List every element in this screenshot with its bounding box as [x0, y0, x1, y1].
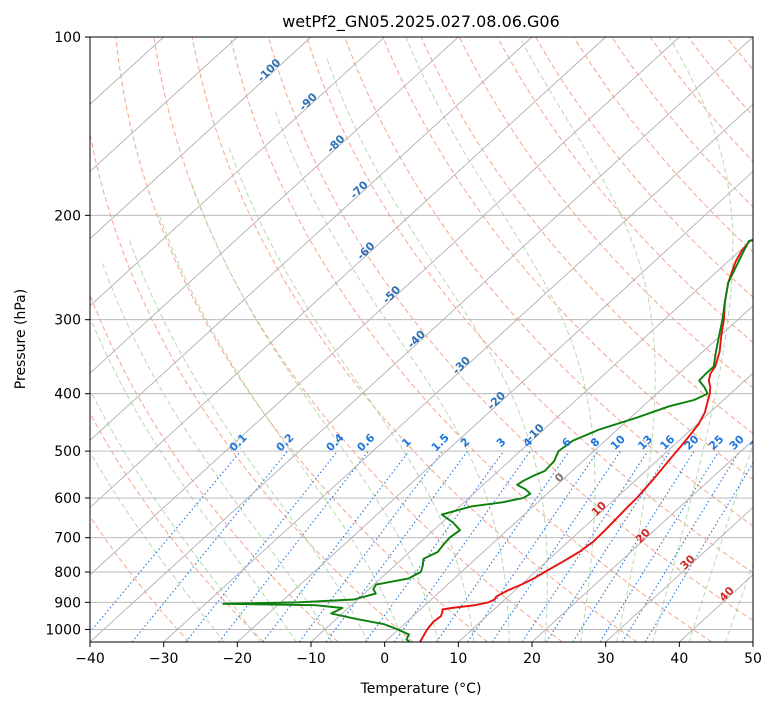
- dry-adiabat-line: [535, 37, 753, 298]
- mixing-ratio-line: [599, 450, 720, 642]
- isotherm-line: [237, 170, 753, 642]
- dry-adiabat-line: [268, 37, 753, 622]
- isotherm-line: [90, 37, 533, 441]
- plot-area: -100-90-80-70-60-50-40-30-20-100.1 0.2 0.4…: [90, 37, 768, 642]
- chart-title: wetPf2_GN05.2025.027.08.06.G06: [282, 12, 560, 32]
- y-tick-label: 800: [54, 565, 81, 581]
- mixing-ratio-line: [262, 450, 410, 642]
- x-tick-label: −10: [296, 651, 326, 667]
- moist-adiabat-line: [90, 388, 261, 642]
- dry-adiabat-line: [191, 37, 638, 642]
- x-tick-label: −30: [149, 651, 179, 667]
- y-axis-title: Pressure (hPa): [13, 289, 29, 389]
- x-tick-label: −40: [75, 651, 105, 667]
- y-tick-label: 400: [54, 387, 81, 403]
- dry-adiabat-line: [306, 37, 753, 574]
- sounding-profiles: [222, 238, 753, 642]
- isotherm-line: [90, 37, 238, 173]
- moist-adiabat-line: [101, 262, 333, 642]
- isotherm-line: [384, 305, 753, 642]
- isotherm-line: [163, 103, 753, 642]
- moist-adiabat-line: [688, 442, 753, 642]
- moist-adiabat-line: [157, 212, 404, 642]
- y-tick-label: 900: [54, 595, 81, 611]
- dry-adiabat-line: [90, 412, 264, 642]
- moist-adiabat-line: [190, 182, 439, 642]
- mixing-ratio-line: [572, 450, 695, 642]
- x-tick-label: 50: [744, 651, 762, 667]
- dry-adiabat-line: [115, 37, 488, 642]
- grid-lines: [90, 37, 753, 642]
- moist-adiabats: [90, 37, 753, 642]
- x-tick-label: 20: [523, 651, 541, 667]
- y-tick-label: 500: [54, 444, 81, 460]
- isotherm-line: [90, 37, 606, 509]
- isotherm-line: [90, 37, 680, 576]
- mixing-ratio-line: [435, 450, 570, 642]
- isotherm-line: [90, 37, 385, 307]
- moist-adiabat-line: [652, 37, 734, 642]
- moist-adiabat-line: [325, 56, 548, 642]
- isotherm-line: [90, 37, 312, 240]
- isotherm-line: [90, 37, 753, 642]
- mixing-ratio-line: [218, 450, 369, 642]
- mixing-ratio-line: [364, 450, 505, 642]
- mixing-ratio-line: [467, 450, 599, 642]
- dewpoint-profile-line: [222, 238, 753, 642]
- isotherm-line: [605, 506, 753, 642]
- isotherm-line: [531, 439, 753, 642]
- y-tick-label: 300: [54, 313, 81, 329]
- y-tick-label: 700: [54, 531, 81, 547]
- isotherm-line: [458, 372, 753, 642]
- mixing-ratio-line: [90, 450, 242, 634]
- x-tick-label: −20: [223, 651, 253, 667]
- mixing-ratio-line: [185, 450, 339, 642]
- mixing-ratio-line: [131, 450, 289, 642]
- moist-adiabat-line: [228, 147, 475, 642]
- moist-adiabat-line: [90, 451, 225, 642]
- dry-adiabat-line: [382, 37, 753, 481]
- mixing-ratio-line: [644, 461, 753, 642]
- x-tick-label: 0: [380, 651, 389, 667]
- moist-adiabat-line: [90, 315, 297, 642]
- dry-adiabat-line: [496, 37, 753, 344]
- isotherm-line: [310, 238, 753, 642]
- moist-adiabat-line: [724, 563, 753, 642]
- axis-ticks: −40 −30 −20 −10 0 10 20 30 40 50 100 200 300 400 500 60…: [45, 30, 762, 667]
- y-tick-label: 600: [54, 491, 81, 507]
- mixing-ratio-label: 36: [748, 432, 768, 452]
- isotherm-line: [90, 37, 459, 374]
- temperature-profile-line: [419, 239, 753, 642]
- mixing-ratio-line: [393, 450, 531, 642]
- dry-adiabat-line: [420, 37, 753, 435]
- mixing-ratio-lines: [90, 450, 753, 642]
- moist-adiabat-line: [128, 237, 369, 642]
- plot-frame: [89, 36, 754, 643]
- x-tick-label: 10: [449, 651, 467, 667]
- x-tick-label: 30: [597, 651, 615, 667]
- moist-adiabat-line: [405, 37, 596, 642]
- mixing-ratio-line: [621, 450, 740, 642]
- x-tick-label: 40: [670, 651, 688, 667]
- y-tick-label: 200: [54, 208, 81, 224]
- y-tick-label: 100: [54, 30, 81, 46]
- x-axis-title: Temperature (°C): [360, 681, 482, 697]
- y-tick-label: 1000: [45, 622, 81, 638]
